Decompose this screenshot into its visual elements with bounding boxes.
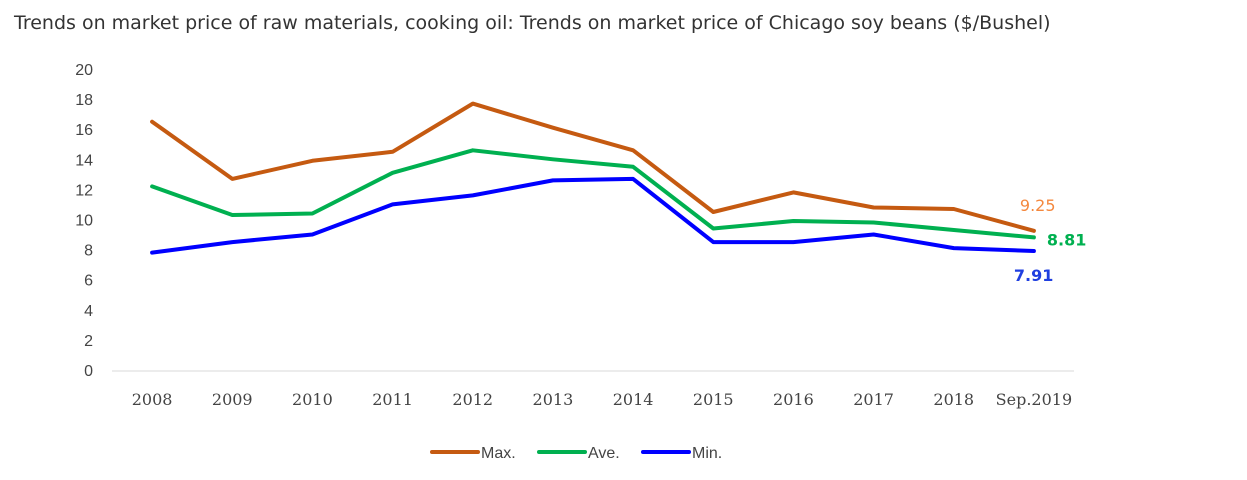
x-tick-label: 2017 bbox=[853, 390, 894, 409]
x-tick-label: 2012 bbox=[452, 390, 493, 409]
y-tick-label: 0 bbox=[84, 363, 93, 380]
x-tick-label: 2010 bbox=[292, 390, 333, 409]
y-tick-label: 10 bbox=[75, 213, 93, 230]
legend-label: Max. bbox=[481, 445, 516, 462]
page-title: Trends on market price of raw materials,… bbox=[14, 12, 1051, 34]
y-tick-label: 8 bbox=[84, 243, 93, 260]
end-label-ave: 8.81 bbox=[1047, 230, 1086, 249]
y-axis-ticks: 0 2 4 6 8 10 12 14 16 18 20 bbox=[75, 62, 93, 380]
legend-label: Ave. bbox=[588, 445, 620, 462]
x-tick-label: 2014 bbox=[613, 390, 654, 409]
series-line-ave bbox=[150, 148, 1036, 240]
y-tick-label: 20 bbox=[75, 62, 93, 79]
x-tick-label: 2015 bbox=[693, 390, 734, 409]
series-line-max bbox=[150, 101, 1036, 233]
y-tick-label: 12 bbox=[75, 182, 93, 199]
legend: Max. Ave. Min. bbox=[430, 445, 722, 462]
y-tick-label: 18 bbox=[75, 92, 93, 109]
x-tick-label: 2011 bbox=[372, 390, 413, 409]
y-tick-label: 6 bbox=[84, 273, 93, 290]
end-labels: 9.25 8.81 7.91 bbox=[1014, 196, 1086, 285]
x-tick-label: 2018 bbox=[933, 390, 974, 409]
x-axis-ticks: 2008 2009 2010 2011 2012 2013 2014 2015 2016 2017… bbox=[132, 390, 1072, 409]
x-tick-label: 2013 bbox=[533, 390, 574, 409]
x-tick-label: 2016 bbox=[773, 390, 814, 409]
y-tick-label: 2 bbox=[84, 333, 93, 350]
x-tick-label: 2008 bbox=[132, 390, 173, 409]
y-tick-label: 14 bbox=[75, 152, 93, 169]
end-label-max: 9.25 bbox=[1020, 196, 1056, 215]
legend-label: Min. bbox=[692, 445, 722, 462]
x-tick-label: Sep.2019 bbox=[996, 390, 1072, 409]
x-tick-label: 2009 bbox=[212, 390, 253, 409]
series-lines bbox=[150, 101, 1036, 255]
y-tick-label: 16 bbox=[75, 122, 93, 139]
y-tick-label: 4 bbox=[84, 303, 93, 320]
end-label-min: 7.91 bbox=[1014, 266, 1053, 285]
series-line-min bbox=[150, 176, 1036, 255]
